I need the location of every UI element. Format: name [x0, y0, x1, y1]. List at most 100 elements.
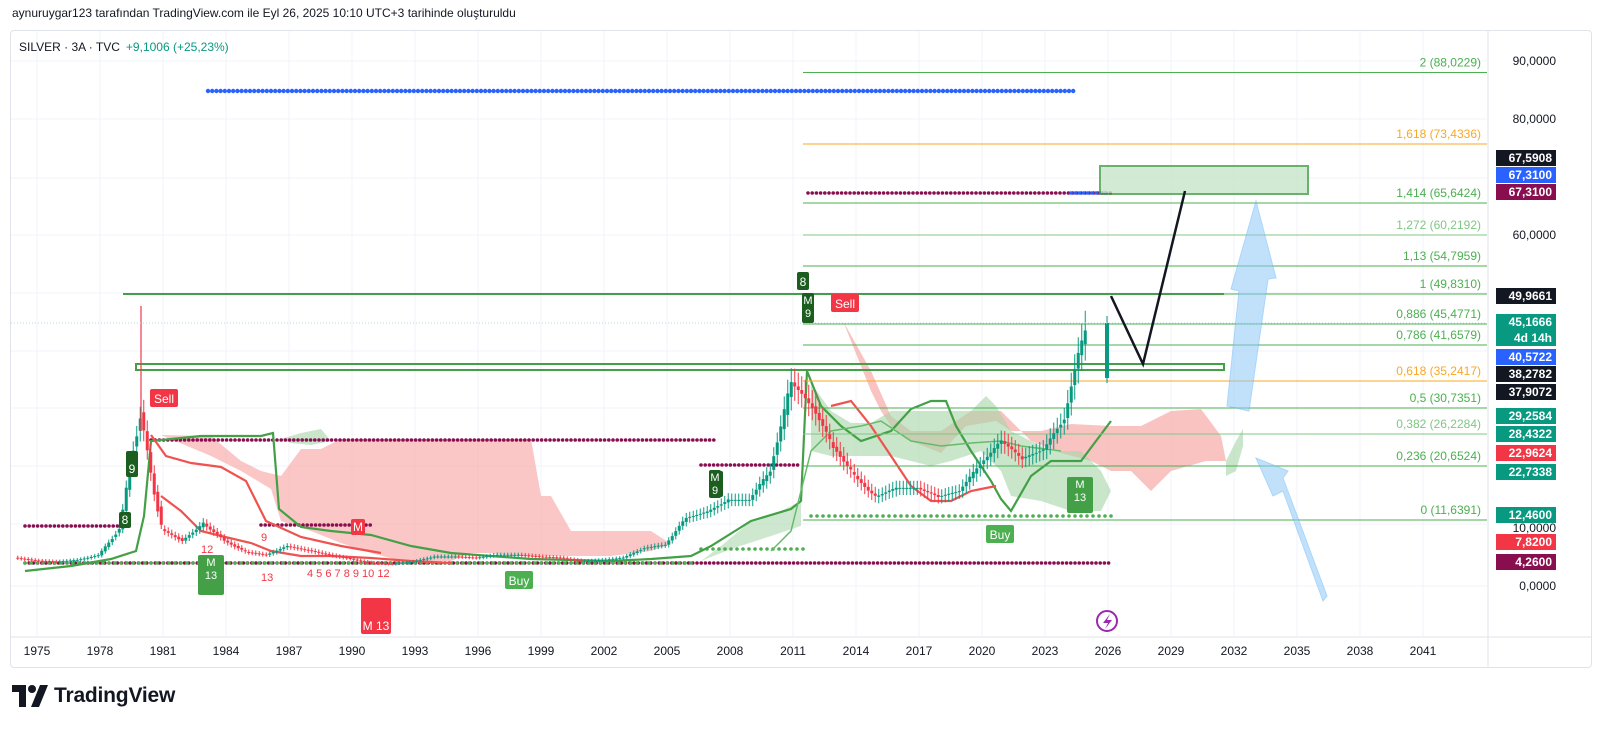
dot [531, 438, 535, 442]
dot [941, 514, 945, 518]
dot [287, 438, 292, 442]
m9-marker: M9 [709, 470, 721, 498]
dot [905, 561, 909, 565]
dot [743, 88, 748, 94]
dot [489, 438, 494, 442]
dot [119, 561, 123, 565]
dot [999, 88, 1004, 94]
dot [594, 438, 598, 442]
dot [760, 88, 765, 94]
dot [247, 88, 253, 94]
dot [520, 88, 526, 94]
price-tag-bg [1496, 366, 1556, 382]
count-8-marker: 8 [119, 512, 131, 528]
price-tag-bg [1496, 507, 1556, 523]
dot [1027, 561, 1031, 565]
price-chart[interactable]: 2 (88,0229) 1,618 (73,4336) 1,414 (65,6424… [11, 31, 1591, 667]
candle-body [359, 560, 363, 562]
dot [1077, 191, 1082, 195]
fib-level-label: 0 (11,6391) [1421, 503, 1482, 517]
candle-body [971, 471, 975, 479]
dot [800, 561, 804, 565]
candle-body [114, 534, 118, 537]
dot [302, 88, 307, 94]
dot [318, 523, 322, 527]
candle-body [842, 455, 846, 462]
dot [647, 561, 651, 565]
dot [82, 524, 86, 528]
candle-body [474, 557, 478, 559]
dot [737, 561, 741, 565]
candle-body [929, 492, 933, 494]
dot [651, 88, 656, 94]
dot [27, 524, 32, 528]
candle-body [65, 560, 69, 562]
candle-body [751, 495, 755, 500]
candle-body [61, 561, 65, 563]
dot [514, 438, 519, 442]
candle-body [716, 506, 720, 508]
candle-body [1055, 428, 1059, 434]
dot [1037, 514, 1041, 518]
candle-body [331, 554, 335, 556]
dot [831, 191, 835, 195]
candle-body [516, 554, 520, 556]
dot [251, 561, 255, 565]
dot [621, 88, 626, 94]
dot [947, 561, 951, 565]
candle-body [422, 559, 426, 561]
dot [347, 561, 351, 565]
candle-body [261, 553, 265, 555]
dot [529, 88, 534, 94]
dot [609, 88, 614, 94]
dot [827, 191, 831, 195]
y-tick-label: 60,0000 [1513, 228, 1557, 242]
dot [94, 524, 99, 528]
dot [331, 88, 337, 94]
dot [680, 88, 685, 94]
dot [795, 463, 800, 467]
m9-marker-text: 9 [712, 485, 718, 497]
dot [712, 438, 716, 442]
brand-name: TradingView [54, 684, 176, 707]
dot [1041, 88, 1047, 94]
dot [340, 88, 345, 94]
dot [848, 191, 852, 195]
dot [1008, 88, 1013, 94]
dot [323, 88, 328, 94]
candle-body [611, 558, 615, 560]
dotted-line-maroon [23, 524, 128, 528]
dot [525, 88, 530, 94]
dot [789, 547, 793, 551]
dot [294, 88, 299, 94]
dot [859, 561, 863, 565]
count-8-marker-bg [797, 272, 809, 290]
chart-panel[interactable]: SILVER · 3A · TVC +9,1006 (+25,23%) 2 (88… [10, 30, 1592, 668]
dot [875, 514, 879, 518]
dot [233, 561, 237, 565]
dot [964, 561, 968, 565]
dot [753, 547, 757, 551]
candle-body [653, 546, 657, 548]
candle-body [723, 502, 727, 504]
dot [338, 438, 342, 442]
candle-body [355, 559, 359, 561]
candle-body [940, 495, 944, 497]
dot [695, 438, 699, 442]
candle-body [1083, 330, 1087, 345]
dot [551, 561, 555, 565]
dot [873, 88, 878, 94]
candle-body [79, 559, 83, 561]
candle-body [313, 550, 317, 552]
candle-body [439, 556, 443, 558]
dot [378, 88, 383, 94]
dot [953, 191, 957, 195]
dot [839, 191, 844, 195]
candle-body [625, 555, 629, 558]
arrow-up-small [1255, 457, 1328, 603]
price-tag-text: 28,4322 [1509, 427, 1553, 441]
candle-body [954, 492, 958, 494]
dot [243, 88, 248, 94]
dot [317, 561, 321, 565]
candle-body [177, 536, 181, 540]
